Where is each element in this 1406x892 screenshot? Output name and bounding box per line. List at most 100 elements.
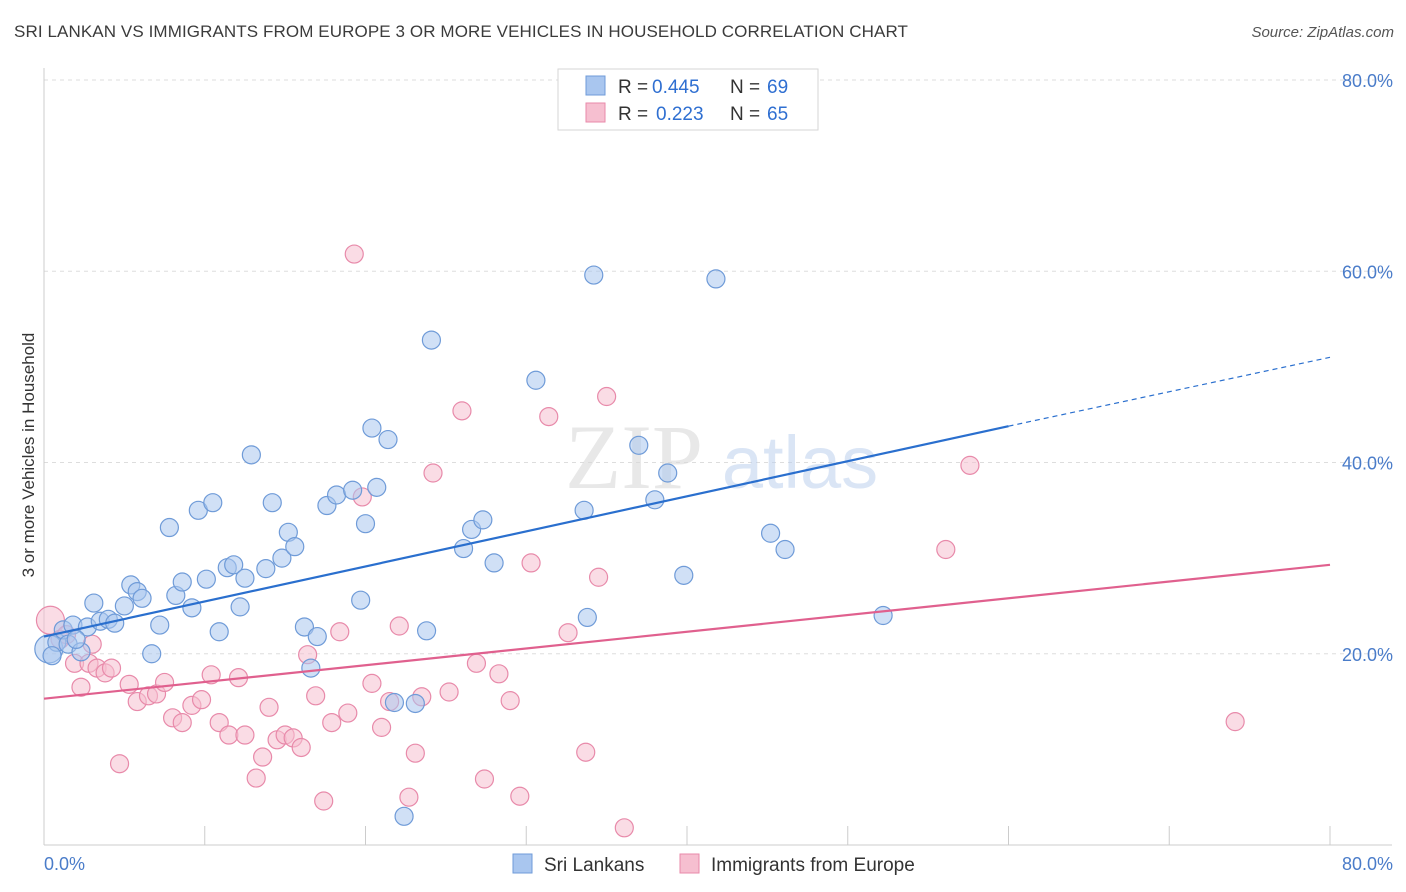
sri-lankans-point xyxy=(159,517,179,538)
immigrants-from-europe-point xyxy=(423,463,443,483)
sri-lankans-point xyxy=(775,539,795,560)
y-tick-label-40: 40.0% xyxy=(1342,454,1393,474)
immigrants-from-europe-point xyxy=(500,691,520,711)
legend-n-label-pink: N = xyxy=(730,104,760,125)
sri-lankans-point xyxy=(629,435,649,455)
immigrants-from-europe-point xyxy=(291,737,311,758)
gridlines xyxy=(44,79,1392,655)
legend-r-label-pink: R = xyxy=(618,104,648,125)
sri-lankans-point xyxy=(256,559,276,579)
immigrants-from-europe-point xyxy=(191,690,212,710)
immigrants-from-europe-point xyxy=(219,725,239,745)
immigrants-from-europe-point xyxy=(521,553,541,573)
sri-lankans-point xyxy=(114,596,134,616)
legend-bottom-swatch-blue xyxy=(512,853,533,874)
x-axis-ticks xyxy=(43,826,1331,845)
immigrants-from-europe-point xyxy=(960,455,980,475)
immigrants-from-europe-point xyxy=(109,754,130,774)
chart-title: SRI LANKAN VS IMMIGRANTS FROM EUROPE 3 O… xyxy=(14,22,908,41)
sri-lankans-point xyxy=(285,537,305,557)
sri-lankans-point xyxy=(674,565,694,585)
sri-lankans-point xyxy=(84,593,104,613)
x-tick-label-max: 80.0% xyxy=(1342,854,1393,874)
sri-lankans-point xyxy=(394,806,414,826)
immigrants-from-europe-point xyxy=(489,664,509,684)
y-tick-labels: 20.0% 40.0% 60.0% 80.0% xyxy=(1342,71,1393,665)
immigrants-from-europe-point xyxy=(452,401,472,421)
watermark-zip: ZIP xyxy=(565,406,703,508)
sri-lankans-point xyxy=(150,615,170,635)
sri-lankans-point xyxy=(203,493,223,513)
immigrants-from-europe-point xyxy=(314,791,334,811)
sri-lankans-point xyxy=(172,572,192,592)
immigrants-from-europe-point xyxy=(246,768,266,788)
sri-lankans-point xyxy=(351,590,371,610)
chart-source: Source: ZipAtlas.com xyxy=(1251,24,1394,41)
sri-lankans-point xyxy=(367,477,387,497)
legend-r-value-pink: 0.223 xyxy=(656,104,704,125)
immigrants-from-europe-point xyxy=(71,677,91,697)
legend-n-label-blue: N = xyxy=(730,77,760,98)
sri-lankans-point xyxy=(241,445,261,465)
legend-bottom-label-immigrants: Immigrants from Europe xyxy=(711,855,915,876)
trend-lines xyxy=(43,356,1331,700)
legend-swatch-blue xyxy=(585,75,606,96)
sri-lankans-point xyxy=(66,629,86,650)
zipatlas-watermark: ZIP atlas xyxy=(565,406,878,508)
sri-lankans-point xyxy=(405,693,425,714)
legend-bottom: Sri Lankans Immigrants from Europe xyxy=(512,853,915,876)
sri-lankans-point xyxy=(484,553,504,573)
immigrants-from-europe-point xyxy=(154,672,175,693)
sri-lankans-point xyxy=(453,538,474,559)
immigrants-from-europe-point xyxy=(588,567,609,587)
watermark-atlas: atlas xyxy=(722,421,878,504)
sri-lankans-point xyxy=(416,621,437,641)
trend-line-sri-lankans-extension xyxy=(1008,356,1331,427)
sri-lankans-point xyxy=(362,418,382,438)
sri-lankans-point xyxy=(262,493,282,513)
sri-lankans-point xyxy=(645,490,665,510)
immigrants-from-europe-point xyxy=(405,743,425,763)
immigrants-from-europe-point xyxy=(259,697,279,717)
immigrants-from-europe-point xyxy=(936,539,956,560)
legend-n-value-pink: 65 xyxy=(767,104,788,125)
sri-lankans-point xyxy=(577,607,597,628)
immigrants-from-europe-point xyxy=(399,787,419,807)
legend-bottom-label-sri-lankans: Sri Lankans xyxy=(544,855,644,876)
sri-lankans-point xyxy=(343,480,363,500)
legend-n-value-blue: 69 xyxy=(767,77,788,98)
sri-lankans-point xyxy=(326,485,347,505)
sri-lankans-point xyxy=(42,646,62,666)
immigrants-from-europe-point xyxy=(362,673,382,693)
immigrants-from-europe-point xyxy=(338,703,358,723)
immigrants-from-europe-point xyxy=(439,682,459,702)
sri-lankans-point xyxy=(584,265,604,285)
sri-lankans-point xyxy=(224,555,244,575)
immigrants-from-europe-point xyxy=(306,686,326,706)
sri-lankans-point xyxy=(272,548,292,568)
legend-r-value-blue: 0.445 xyxy=(652,77,700,98)
immigrants-from-europe-point xyxy=(344,244,364,264)
series-immigrants-from-europe xyxy=(35,244,1245,838)
legend-top: R = 0.445 N = 69 R = 0.223 N = 65 xyxy=(557,68,819,131)
sri-lankans-point xyxy=(209,622,229,642)
sri-lankans-point xyxy=(230,597,250,617)
sri-lankans-point xyxy=(294,617,315,637)
sri-lankans-point xyxy=(235,568,255,588)
immigrants-from-europe-point xyxy=(614,818,634,838)
sri-lankans-point xyxy=(658,463,678,483)
immigrants-from-europe-point xyxy=(558,623,578,643)
legend-swatch-pink xyxy=(585,102,606,123)
sri-lankans-point xyxy=(196,569,216,589)
y-axis-title: 3 or more Vehicles in Household xyxy=(19,333,38,578)
immigrants-from-europe-point xyxy=(101,658,122,678)
immigrants-from-europe-point xyxy=(510,786,530,806)
immigrants-from-europe-point xyxy=(1225,712,1245,732)
immigrants-from-europe-point xyxy=(474,769,495,789)
axes xyxy=(43,68,1392,846)
sri-lankans-point xyxy=(378,429,398,450)
sri-lankans-point xyxy=(873,605,893,626)
sri-lankans-point xyxy=(526,370,546,390)
immigrants-from-europe-point xyxy=(466,653,487,673)
